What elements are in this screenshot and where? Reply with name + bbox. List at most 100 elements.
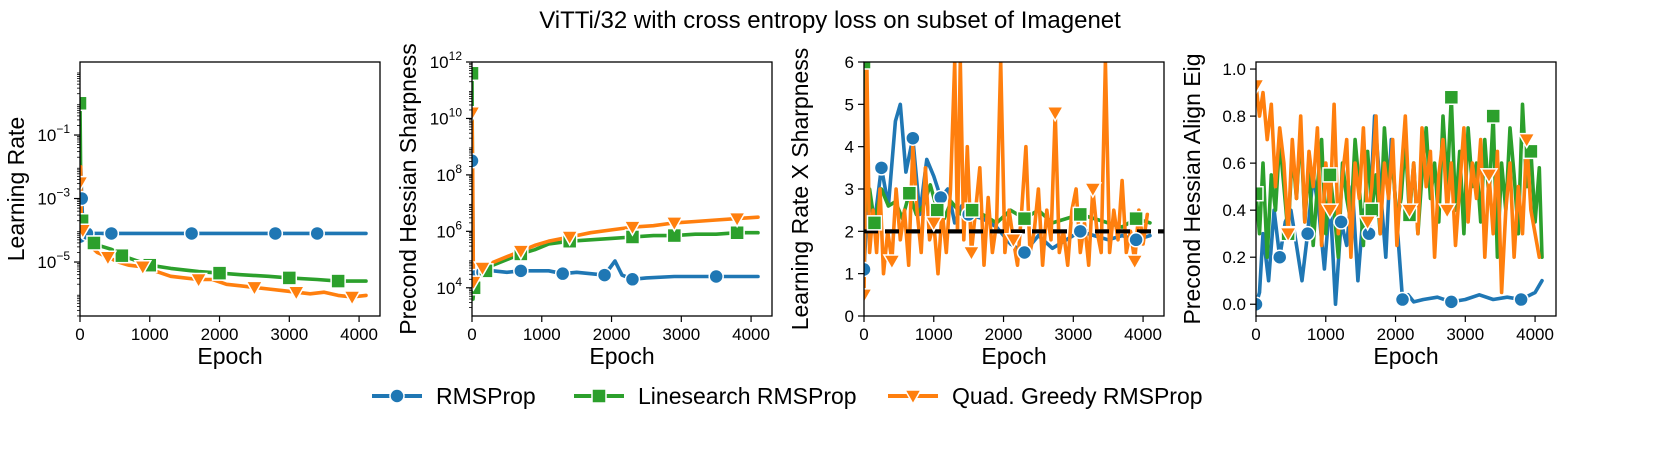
- series-marker: [1004, 233, 1023, 250]
- x-tick-label: 2000: [593, 325, 631, 344]
- y-tick-label: 1: [845, 265, 854, 284]
- series-marker: [1513, 291, 1529, 308]
- figure-title: ViTTi/32 with cross entropy loss on subs…: [539, 7, 1121, 34]
- legend-item-3: Quad. Greedy RMSProp: [888, 383, 1203, 409]
- series-marker: [472, 275, 483, 292]
- y-tick-label: 3: [845, 180, 854, 199]
- y-tick-label: 108: [436, 162, 462, 185]
- series-marker: [1400, 203, 1419, 220]
- panel-4: 0 1000 2000 3000 4000 0.0 0.2 0.4 0.6 0.8 1.0 Epoch…: [1179, 53, 1557, 369]
- series-marker: [211, 265, 228, 281]
- series-marker: [727, 211, 747, 229]
- y-tick-base: 10: [430, 109, 449, 128]
- series-marker: [80, 190, 90, 207]
- series-marker: [267, 225, 284, 242]
- x-axis-label: Epoch: [197, 343, 262, 369]
- series-marker: [1299, 225, 1316, 242]
- axes-frame: [471, 61, 773, 317]
- series-marker: [114, 247, 130, 264]
- series-marker: [1394, 291, 1411, 308]
- x-tick-label: 1000: [1307, 325, 1345, 344]
- y-tick-label: 0.4: [1222, 201, 1246, 220]
- y-tick-label: 1.0: [1222, 60, 1246, 79]
- x-tick-label: 1000: [131, 325, 169, 344]
- series-marker: [1072, 223, 1089, 240]
- series-marker: [80, 223, 93, 240]
- series-marker: [80, 95, 88, 112]
- series-marker: [1443, 89, 1460, 106]
- series-marker: [623, 220, 642, 237]
- series-marker: [1322, 167, 1338, 183]
- series-marker: [1045, 106, 1065, 123]
- y-axis-label: Learning Rate: [3, 117, 29, 262]
- y-axis-label: Precond Hessian Sharpness: [395, 43, 421, 335]
- y-tick-label: 10−3: [37, 186, 70, 209]
- y-tick-base: 10: [436, 166, 455, 185]
- series-marker: [596, 267, 613, 283]
- legend-swatch-marker: [903, 389, 923, 406]
- y-tick-exponent: −1: [56, 122, 70, 136]
- series-marker: [924, 216, 944, 233]
- x-tick-label: 2000: [985, 325, 1023, 344]
- series-marker: [183, 225, 200, 242]
- series-marker: [901, 185, 918, 201]
- series-marker: [98, 250, 118, 267]
- y-tick-exponent: 6: [455, 218, 462, 232]
- series-marker: [1125, 254, 1144, 271]
- x-tick-label: 3000: [662, 325, 700, 344]
- y-tick-exponent: −3: [56, 186, 70, 200]
- series-marker: [932, 189, 949, 206]
- series-marker: [472, 153, 480, 169]
- series-line-quad-greedy-rmsprop: [1256, 83, 1542, 295]
- series-marker: [1016, 244, 1033, 261]
- series-line-rmsprop: [80, 165, 368, 239]
- x-tick-label: 1000: [915, 325, 953, 344]
- y-tick-base: 10: [37, 253, 56, 272]
- y-axis-label: Precond Hessian Align Eig: [1179, 53, 1205, 324]
- series-marker: [866, 215, 883, 231]
- series-marker: [103, 225, 120, 242]
- series-group: [864, 62, 1164, 305]
- axes-frame: [79, 61, 381, 317]
- series-marker: [964, 202, 980, 218]
- series-marker: [1333, 214, 1349, 230]
- legend-swatch-marker: [591, 388, 607, 404]
- y-tick-label: 0.2: [1222, 248, 1246, 267]
- series-marker: [624, 271, 641, 288]
- series-marker: [1443, 294, 1460, 310]
- series-marker: [511, 244, 531, 261]
- series-marker: [309, 225, 325, 242]
- series-marker: [189, 272, 208, 289]
- series-marker: [1128, 210, 1144, 227]
- series-marker: [472, 106, 482, 123]
- x-tick-label: 0: [75, 325, 84, 344]
- panel-3: 0 1000 2000 3000 4000 0 1 2 3 4 5 6 Epoch Learning Ra…: [787, 48, 1165, 369]
- series-marker: [513, 263, 529, 279]
- legend-label: Linesearch RMSProp: [638, 383, 857, 409]
- axes-frame: [1255, 61, 1557, 317]
- legend-label: Quad. Greedy RMSProp: [952, 383, 1203, 409]
- series-marker: [929, 202, 946, 218]
- y-tick-label: 0.8: [1222, 107, 1246, 126]
- series-marker: [330, 273, 346, 289]
- y-tick-exponent: 12: [449, 49, 463, 63]
- legend-label: RMSProp: [436, 383, 536, 409]
- x-tick-label: 2000: [201, 325, 239, 344]
- y-tick-label: 0: [845, 307, 854, 326]
- y-tick-label: 106: [436, 218, 462, 241]
- series-marker: [708, 268, 724, 285]
- x-axis-label: Epoch: [981, 343, 1046, 369]
- series-marker: [80, 175, 90, 193]
- series-marker: [665, 216, 684, 233]
- y-tick-exponent: 10: [449, 105, 463, 119]
- y-tick-label: 10−5: [37, 249, 70, 272]
- panel-1: 0 1000 2000 3000 400010−510−310−1EpochLearni…: [3, 61, 381, 369]
- series-marker: [1083, 182, 1103, 199]
- series-marker: [1128, 232, 1144, 248]
- series-marker: [560, 230, 579, 247]
- x-tick-label: 0: [859, 325, 868, 344]
- y-tick-exponent: 8: [455, 162, 462, 176]
- series-marker: [882, 254, 902, 271]
- y-tick-label: 5: [845, 95, 854, 114]
